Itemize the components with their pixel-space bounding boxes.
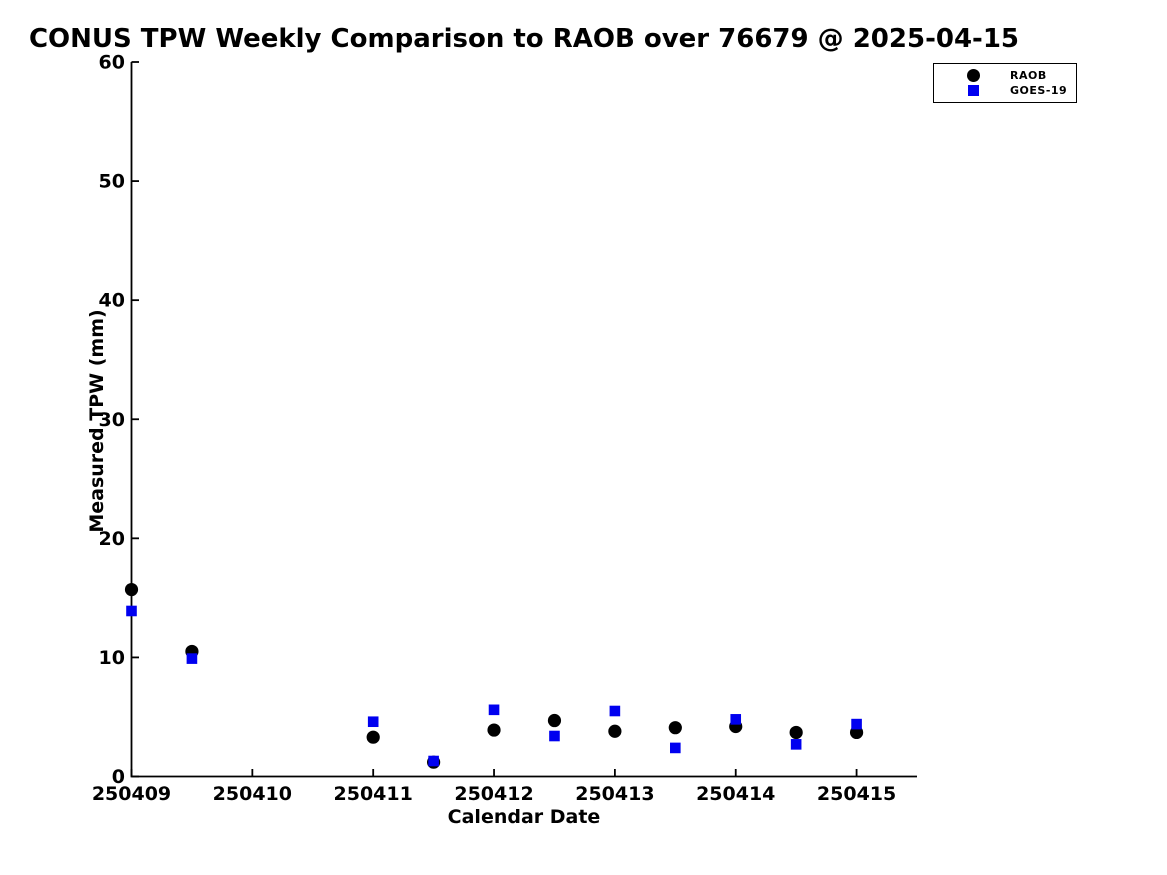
y-axis-tick-label: 20: [99, 528, 125, 550]
y-axis-tick-label: 40: [99, 290, 125, 312]
x-axis-label: Calendar Date: [447, 806, 601, 828]
chart-title: CONUS TPW Weekly Comparison to RAOB over…: [28, 24, 1020, 54]
goes-19-point: [126, 605, 137, 617]
goes-19-point: [367, 716, 379, 728]
x-axis-tick-label: 250410: [213, 783, 292, 805]
goes-19-point: [488, 704, 500, 716]
x-axis-tick-label: 250415: [817, 783, 896, 805]
goes-19-point: [428, 755, 439, 767]
legend: RAOB GOES-19: [933, 63, 1077, 103]
x-axis-tick-label: 250409: [92, 783, 171, 805]
legend-label-raob: RAOB: [1010, 69, 1047, 82]
raob-point: [547, 713, 562, 728]
y-axis-tick-label: 30: [99, 409, 125, 431]
x-axis-tick-label: 250411: [334, 783, 413, 805]
goes-19-point: [670, 742, 681, 754]
y-axis-tick-label: 60: [99, 52, 125, 74]
x-axis-tick-label: 250414: [696, 783, 775, 805]
axis-spines: [130, 62, 917, 778]
legend-item-goes-19: GOES-19: [934, 83, 1076, 98]
raob-point: [124, 582, 139, 597]
raob-circle-marker-icon: [967, 69, 980, 82]
x-axis-tick-label: 250413: [575, 783, 654, 805]
raob-point: [487, 723, 501, 737]
raob-point: [608, 724, 622, 738]
legend-label-goes-19: GOES-19: [1010, 84, 1068, 97]
goes-19-point: [609, 705, 621, 717]
raob-point: [789, 725, 803, 740]
y-axis-tick-label: 10: [99, 647, 125, 669]
goes-19-point: [186, 653, 198, 664]
raob-point: [366, 730, 380, 744]
goes-19-point: [730, 714, 742, 725]
x-axis-tick-label: 250412: [454, 783, 533, 805]
y-axis-tick-label: 50: [99, 171, 125, 193]
goes-19-point: [790, 739, 802, 750]
raob-point: [668, 721, 682, 735]
y-axis-tick-label: 0: [112, 766, 125, 788]
legend-item-raob: RAOB: [934, 68, 1076, 83]
goes-19-point: [549, 730, 560, 742]
goes-19-square-marker-icon: [968, 85, 979, 96]
goes-19-point: [851, 718, 862, 730]
